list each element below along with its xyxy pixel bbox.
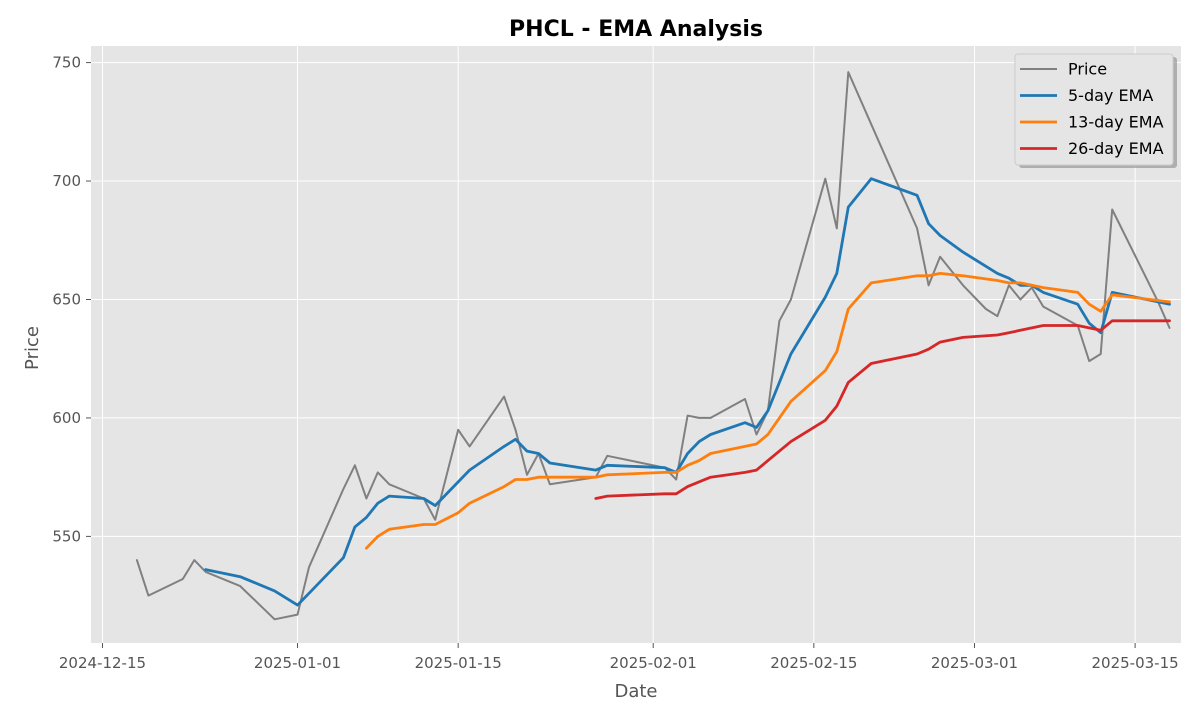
legend-label-26-day-ema: 26-day EMA [1068, 139, 1164, 158]
x-tick-label: 2025-01-15 [415, 654, 502, 672]
y-axis-label: Price [22, 326, 43, 370]
legend-label-price: Price [1068, 60, 1107, 79]
axis-ticks: 2024-12-15 2025-01-01 2025-01-15 2025-02-01… [52, 54, 1178, 672]
series-line-13-day-ema [364, 271, 1171, 550]
legend-label-13-day-ema: 13-day EMA [1068, 113, 1164, 132]
x-tick-label: 2025-01-01 [254, 654, 341, 672]
y-tick-label: 550 [52, 527, 81, 545]
y-tick-label: 600 [52, 409, 81, 427]
x-tick-label: 2025-03-15 [1092, 654, 1179, 672]
x-tick-label: 2024-12-15 [59, 654, 146, 672]
y-tick-label: 700 [52, 172, 81, 190]
y-tick-label: 650 [52, 290, 81, 308]
x-tick-label: 2025-02-01 [610, 654, 697, 672]
series-line-26-day-ema [594, 319, 1171, 500]
x-tick-label: 2025-03-01 [931, 654, 1018, 672]
grid [91, 46, 1181, 643]
x-axis-label: Date [614, 681, 657, 702]
series-lines [135, 71, 1171, 621]
chart-title: PHCL - EMA Analysis [509, 17, 763, 42]
series-line-price [135, 71, 1171, 621]
legend-items: Price 5-day EMA 13-day EMA 26-day EMA [1020, 60, 1164, 158]
series-line-5-day-ema [204, 177, 1171, 607]
legend: Price 5-day EMA 13-day EMA 26-day EMA [1014, 53, 1177, 168]
x-tick-label: 2025-02-15 [770, 654, 857, 672]
legend-label-5-day-ema: 5-day EMA [1068, 86, 1153, 105]
legend-box [1014, 53, 1174, 166]
plot-area [91, 46, 1181, 643]
y-tick-label: 750 [52, 54, 81, 72]
